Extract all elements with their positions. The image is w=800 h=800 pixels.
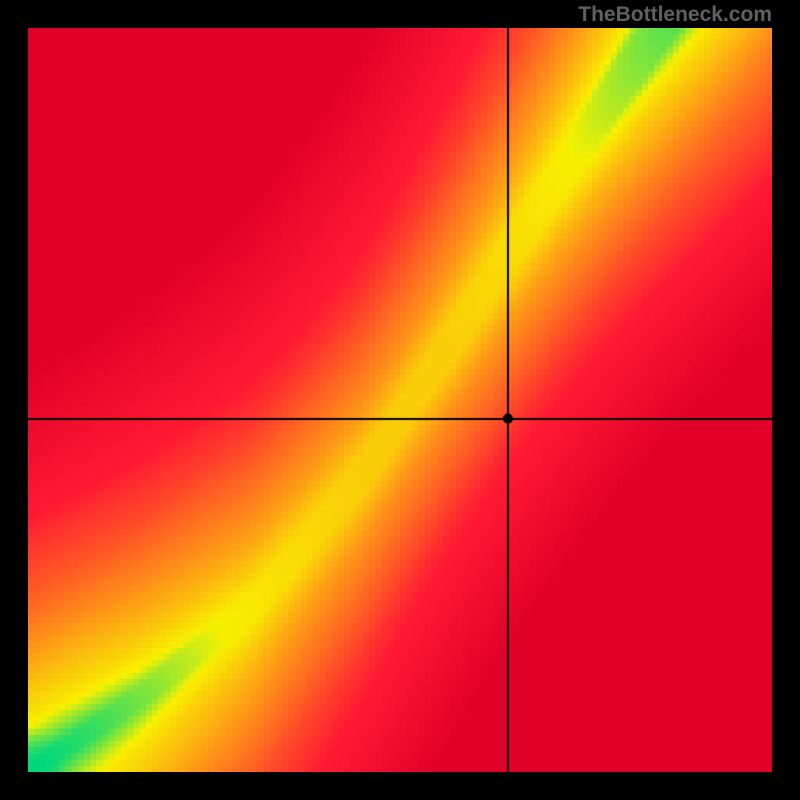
watermark-text: TheBottleneck.com <box>578 3 772 27</box>
chart-frame: TheBottleneck.com <box>0 0 800 800</box>
crosshair-overlay <box>28 28 772 772</box>
